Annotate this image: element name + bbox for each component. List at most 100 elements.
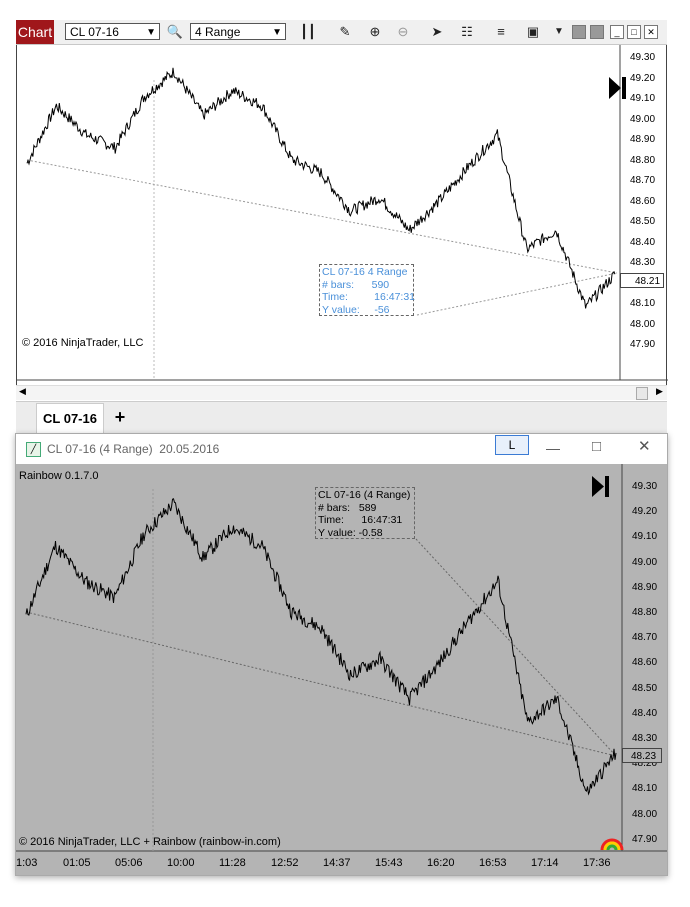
- top-chart-svg: [17, 45, 668, 381]
- horizontal-scrollbar[interactable]: ◀ ▶: [16, 385, 667, 400]
- price-axis-label: 48.30: [630, 257, 656, 268]
- time-axis-label: 05:06: [115, 857, 143, 869]
- price-axis-label: 47.90: [630, 339, 656, 350]
- time-axis-label: 10:00: [167, 857, 195, 869]
- interval-selector[interactable]: 4 Range ▼: [190, 23, 286, 40]
- minimize-icon[interactable]: —: [546, 440, 560, 456]
- chart-app-icon: ╱: [26, 442, 41, 457]
- price-axis-label: 48.90: [632, 581, 658, 593]
- price-axis-label: 48.20: [632, 758, 657, 769]
- window-title: CL 07-16 (4 Range) 20.05.2016: [47, 442, 219, 456]
- time-axis[interactable]: 1:03 01:05 05:06 10:00 11:28 12:52 14:37 15:43 1…: [16, 853, 622, 873]
- toolbar-square-icon[interactable]: [590, 25, 604, 39]
- tab-cl-07-16[interactable]: CL 07-16: [36, 403, 104, 434]
- time-axis-label: 12:52: [271, 857, 299, 869]
- instrument-selector[interactable]: CL 07-16 ▼: [65, 23, 160, 40]
- current-price-marker: 48.21: [620, 273, 664, 288]
- zoom-in-icon[interactable]: ⊕: [369, 24, 381, 39]
- price-axis-label: 49.10: [632, 531, 658, 543]
- price-axis-label: 49.10: [630, 93, 656, 104]
- tooltip-time-label: Time:: [322, 291, 348, 303]
- maximize-icon[interactable]: □: [592, 438, 602, 455]
- tooltip-title: CL 07-16 4 Range: [322, 266, 408, 278]
- interval-value: 4 Range: [195, 25, 241, 39]
- close-icon[interactable]: ✕: [644, 25, 658, 39]
- price-axis-label: 48.70: [632, 632, 658, 644]
- trend-line[interactable]: [26, 159, 618, 274]
- chevron-down-icon: ▼: [146, 27, 156, 38]
- indicators-icon[interactable]: ≡: [497, 24, 505, 39]
- pencil-icon[interactable]: ✎: [339, 24, 351, 39]
- search-icon[interactable]: 🔍: [166, 24, 184, 39]
- minimize-icon[interactable]: _: [610, 25, 624, 39]
- window-date: 20.05.2016: [159, 442, 220, 456]
- price-axis-label: 48.50: [630, 216, 656, 227]
- more-dropdown-icon[interactable]: ▼: [554, 26, 564, 37]
- tooltip-time-value: 16:47:31: [374, 291, 416, 303]
- trend-line[interactable]: [416, 272, 618, 316]
- price-axis[interactable]: 49.30 49.20 49.10 49.00 48.90 48.80 48.70 48.60…: [624, 464, 667, 851]
- add-tab-button[interactable]: +: [114, 407, 126, 427]
- tooltip-y-label: Y value:: [318, 526, 356, 539]
- rainbow-logo-icon: [600, 838, 624, 851]
- chart-window-tab[interactable]: Chart: [16, 20, 54, 44]
- price-axis-label: 48.40: [630, 236, 656, 248]
- tooltip-time-value: 16:47:31: [361, 514, 403, 526]
- price-axis-label: 48.80: [632, 607, 658, 618]
- tooltip-y-value: -0.58: [358, 526, 383, 539]
- close-icon[interactable]: ✕: [638, 438, 651, 455]
- trend-line[interactable]: [25, 611, 617, 757]
- chart-tabs-bar: CL 07-16 +: [16, 401, 667, 434]
- price-series-line: [26, 67, 616, 309]
- l-button[interactable]: L: [495, 435, 529, 455]
- price-series-line: [25, 498, 617, 796]
- zoom-out-icon[interactable]: ⊖: [397, 24, 409, 39]
- tooltip-time-label: Time:: [318, 514, 344, 526]
- price-axis-label: 48.90: [630, 134, 656, 145]
- tooltip-bars-value: 589: [358, 501, 377, 514]
- price-axis-label: 48.00: [630, 318, 656, 330]
- top-price-chart[interactable]: 49.30 49.20 49.10 49.00 48.90 48.80 48.70 48.60…: [16, 45, 668, 400]
- data-box-icon[interactable]: ☷: [461, 24, 473, 39]
- price-axis[interactable]: 49.30 49.20 49.10 49.00 48.90 48.80 48.70 48.60…: [622, 45, 666, 380]
- price-axis-label: 48.50: [632, 682, 658, 694]
- price-axis-label: 49.00: [630, 113, 656, 125]
- instrument-value: CL 07-16: [70, 25, 119, 39]
- time-axis-label: 11:28: [219, 857, 246, 869]
- price-axis-label: 48.30: [632, 733, 658, 744]
- tooltip-bars-label: # bars:: [322, 278, 355, 291]
- layers-icon[interactable]: ▣: [526, 24, 540, 39]
- tooltip-bars-label: # bars:: [318, 501, 351, 514]
- window-title-text: CL 07-16 (4 Range): [47, 442, 153, 456]
- data-tooltip: CL 07-16 4 Range # bars: 590 Time: 16:47…: [319, 264, 416, 316]
- toolbar-square-icon[interactable]: [572, 25, 586, 39]
- price-axis-label: 48.80: [630, 154, 656, 166]
- tooltip-bars-value: 590: [371, 278, 390, 291]
- price-axis-label: 48.10: [630, 298, 656, 309]
- indicator-label: Rainbow 0.1.7.0: [19, 470, 99, 482]
- bottom-price-chart[interactable]: Rainbow 0.1.7.0 49.30 49.20 49.10 49.00 48.9…: [16, 464, 667, 875]
- tooltip-y-value: -56: [374, 303, 390, 316]
- scroll-to-end-icon[interactable]: [592, 476, 609, 497]
- trend-line[interactable]: [415, 538, 617, 757]
- scroll-right-icon[interactable]: ▶: [656, 386, 663, 396]
- price-axis-label: 49.00: [632, 556, 658, 568]
- scroll-left-icon[interactable]: ◀: [19, 386, 26, 396]
- copyright-watermark: © 2016 NinjaTrader, LLC + Rainbow (rainb…: [19, 836, 281, 848]
- time-axis-label: 17:36: [583, 857, 611, 869]
- time-axis-label: 16:20: [427, 857, 455, 869]
- tooltip-y-label: Y value:: [322, 303, 360, 316]
- cursor-arrow-icon[interactable]: ➤: [431, 24, 443, 39]
- price-axis-label: 48.40: [632, 707, 658, 719]
- price-axis-label: 48.70: [630, 175, 656, 186]
- window-titlebar[interactable]: ╱ CL 07-16 (4 Range) 20.05.2016 L — □ ✕: [16, 434, 667, 464]
- time-axis-label: 1:03: [16, 857, 38, 869]
- price-axis-label: 49.20: [630, 72, 656, 84]
- chevron-down-icon: ▼: [272, 27, 282, 38]
- maximize-icon[interactable]: □: [627, 25, 641, 39]
- bar-style-icon[interactable]: ┃┃: [300, 24, 316, 39]
- data-tooltip: CL 07-16 (4 Range) # bars: 589 Time: 16:…: [315, 487, 415, 539]
- scrollbar-thumb[interactable]: [636, 387, 648, 400]
- time-axis-label: 16:53: [479, 857, 507, 869]
- scroll-to-end-icon[interactable]: [609, 77, 626, 99]
